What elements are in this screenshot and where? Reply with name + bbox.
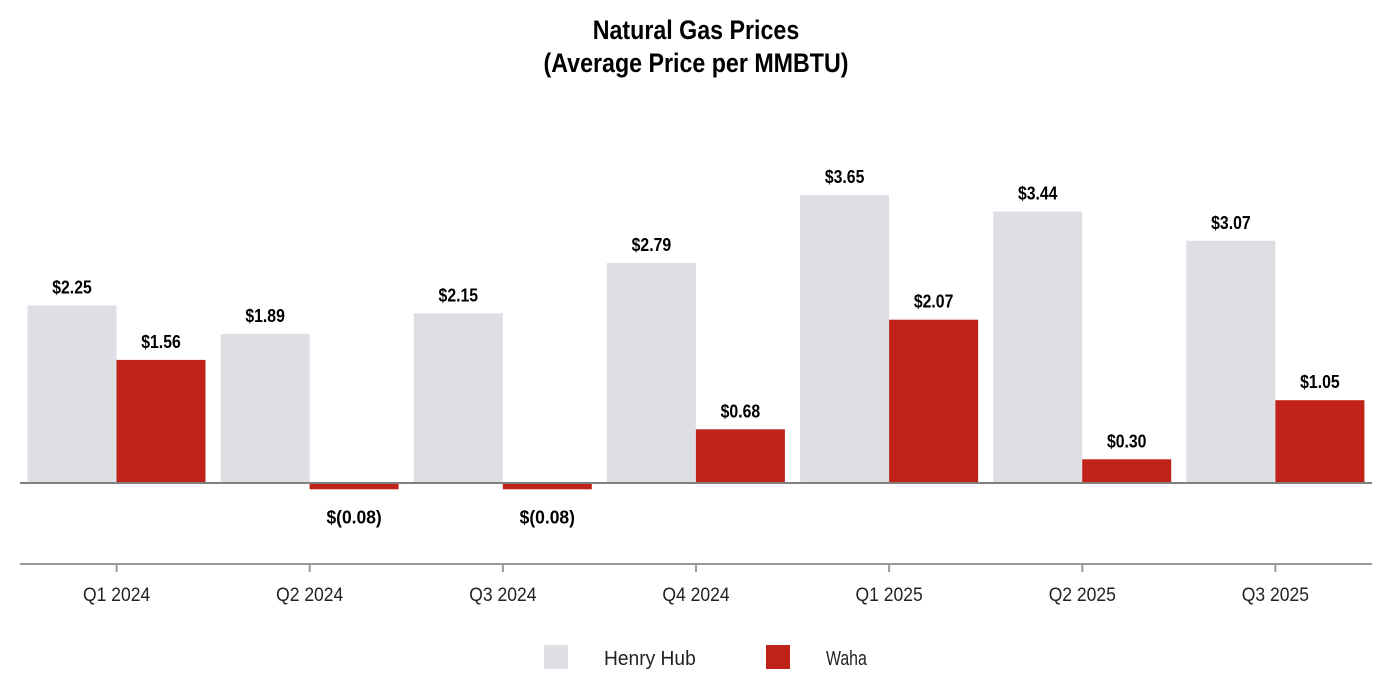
x-tick-label: Q1 2025 [856, 585, 923, 606]
bars-group [27, 195, 1365, 490]
data-label: $3.07 [1211, 213, 1251, 233]
bar-henry-hub-6 [1186, 240, 1276, 483]
x-tick-label: Q2 2025 [1049, 585, 1116, 606]
data-label: $0.30 [1107, 431, 1147, 451]
bar-henry-hub-1 [220, 333, 310, 483]
data-label: $2.25 [52, 278, 92, 298]
data-label: $1.05 [1300, 372, 1340, 392]
bar-waha-4 [889, 319, 979, 483]
legend-swatch-henry-hub [544, 645, 568, 669]
bar-waha-2 [502, 483, 592, 490]
chart-title-block: Natural Gas Prices (Average Price per MM… [97, 14, 1294, 80]
data-label: $2.79 [632, 235, 672, 255]
data-label: $1.56 [141, 332, 181, 352]
bar-henry-hub-3 [606, 262, 696, 483]
bar-henry-hub-2 [413, 313, 503, 483]
bar-henry-hub-4 [800, 195, 890, 483]
bar-waha-3 [695, 429, 785, 483]
bar-waha-0 [116, 359, 206, 483]
bar-henry-hub-0 [27, 305, 117, 483]
legend-label: Henry Hub [604, 648, 696, 670]
x-tick-label: Q3 2025 [1242, 585, 1309, 606]
bar-waha-5 [1082, 459, 1172, 483]
chart-subtitle: (Average Price per MMBTU) [543, 48, 849, 78]
legend: Henry Hub Waha [544, 645, 867, 670]
x-tick-label: Q4 2024 [662, 585, 730, 606]
x-tick-label: Q2 2024 [276, 585, 344, 606]
bar-waha-6 [1275, 400, 1365, 483]
x-tick-label: Q1 2024 [83, 585, 151, 606]
x-tick-label: Q3 2024 [469, 585, 537, 606]
data-label: $3.65 [825, 167, 865, 187]
bar-waha-1 [309, 483, 399, 490]
data-labels: $2.25 $1.56 $1.89 $(0.08) $2.15 $(0.08) $2.79 $… [52, 167, 1339, 527]
data-label: $2.15 [439, 285, 479, 305]
data-label: $(0.08) [326, 507, 381, 527]
x-axis-ticks: Q1 2024 Q2 2024 Q3 2024 Q4 2024 Q1 2025 Q2 20… [83, 564, 1309, 606]
bar-henry-hub-5 [993, 211, 1083, 483]
data-label: $2.07 [914, 292, 954, 312]
data-label: $0.68 [721, 401, 761, 421]
data-label: $1.89 [245, 306, 285, 326]
data-label: $3.44 [1018, 184, 1058, 204]
chart-title: Natural Gas Prices [592, 15, 800, 45]
legend-swatch-waha [766, 645, 790, 669]
data-label: $(0.08) [520, 507, 575, 527]
legend-label: Waha [826, 648, 867, 670]
